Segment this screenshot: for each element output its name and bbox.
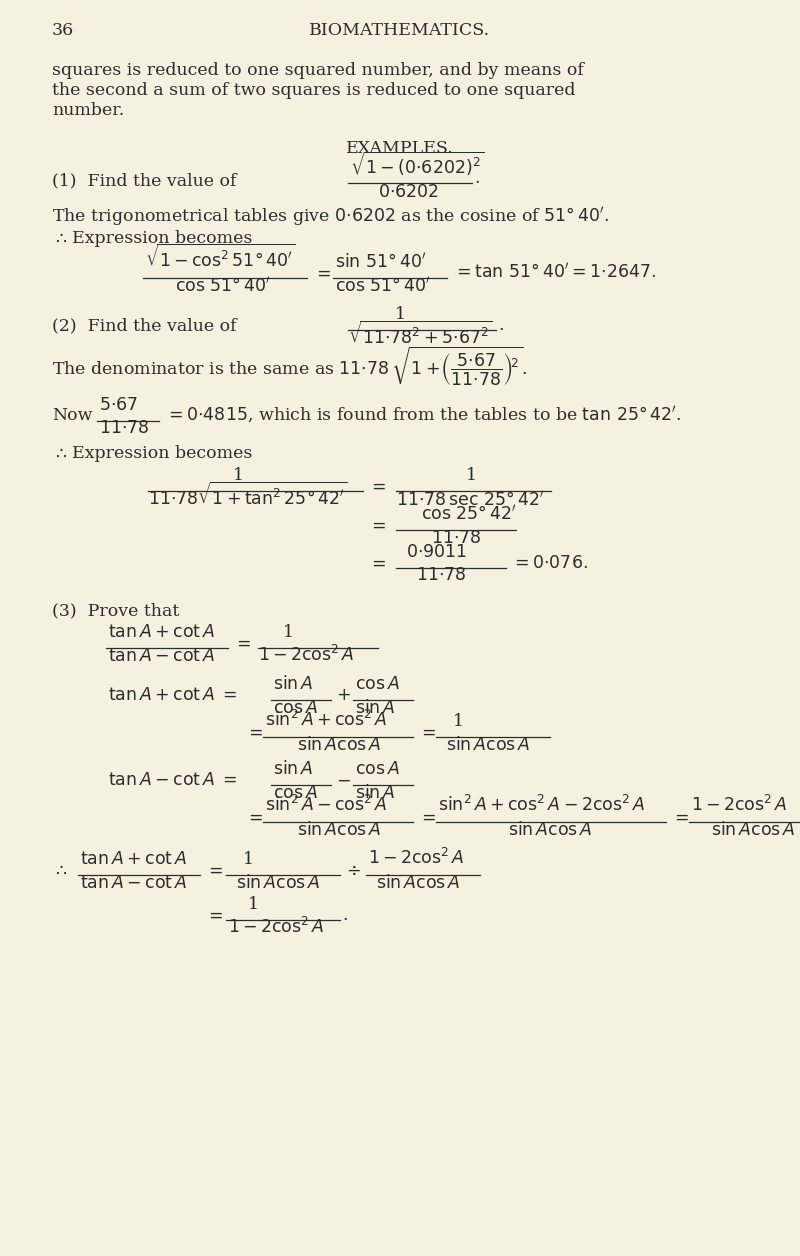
Text: $\sin A\cos A$: $\sin A\cos A$ bbox=[446, 736, 530, 754]
Text: $=$: $=$ bbox=[313, 265, 331, 283]
Text: $\sin A\cos A$: $\sin A\cos A$ bbox=[236, 874, 320, 892]
Text: $\sin A\cos A$: $\sin A\cos A$ bbox=[297, 821, 382, 839]
Text: 1: 1 bbox=[242, 852, 254, 868]
Text: $\sqrt{1-\cos^{2}51°\,40'}$: $\sqrt{1-\cos^{2}51°\,40'}$ bbox=[145, 244, 296, 271]
Text: the second a sum of two squares is reduced to one squared: the second a sum of two squares is reduc… bbox=[52, 82, 575, 99]
Text: $=$: $=$ bbox=[368, 517, 386, 534]
Text: $1-2\cos^{2}A$: $1-2\cos^{2}A$ bbox=[368, 848, 465, 868]
Text: $1-2\cos^{2}A$: $1-2\cos^{2}A$ bbox=[258, 644, 354, 664]
Text: $=$: $=$ bbox=[205, 862, 223, 879]
Text: $\sin A$: $\sin A$ bbox=[273, 760, 314, 777]
Text: $+$: $+$ bbox=[336, 687, 350, 705]
Text: $= 0{\cdot}076.$: $= 0{\cdot}076.$ bbox=[511, 555, 588, 571]
Text: The trigonometrical tables give $0{\cdot}6202$ as the cosine of $51°\,40'$.: The trigonometrical tables give $0{\cdot… bbox=[52, 206, 610, 229]
Text: $11{\cdot}78\sqrt{1+\tan^{2}25°\,42'}$: $11{\cdot}78\sqrt{1+\tan^{2}25°\,42'}$ bbox=[148, 481, 348, 509]
Text: .: . bbox=[342, 907, 347, 924]
Text: $11{\cdot}78$: $11{\cdot}78$ bbox=[416, 566, 466, 584]
Text: $11{\cdot}78$: $11{\cdot}78$ bbox=[431, 530, 482, 548]
Text: (1)  Find the value of: (1) Find the value of bbox=[52, 172, 237, 188]
Text: number.: number. bbox=[52, 102, 124, 119]
Text: 1: 1 bbox=[247, 896, 258, 913]
Text: $\tan A-\cot A\;=$: $\tan A-\cot A\;=$ bbox=[108, 772, 237, 789]
Text: $\therefore$: $\therefore$ bbox=[52, 445, 67, 462]
Text: $=$: $=$ bbox=[245, 809, 263, 826]
Text: $\tan A-\cot A$: $\tan A-\cot A$ bbox=[108, 648, 215, 664]
Text: $-$: $-$ bbox=[336, 772, 350, 789]
Text: $\sin A\cos A$: $\sin A\cos A$ bbox=[508, 821, 592, 839]
Text: $=$: $=$ bbox=[233, 636, 251, 652]
Text: $=$: $=$ bbox=[418, 723, 436, 741]
Text: $11{\cdot}78\,\sec\,25°\,42'$: $11{\cdot}78\,\sec\,25°\,42'$ bbox=[396, 490, 545, 509]
Text: 1: 1 bbox=[233, 467, 243, 484]
Text: $\therefore$: $\therefore$ bbox=[52, 230, 67, 247]
Text: $\sqrt{11{\cdot}78^{2}+5{\cdot}67^{2}}$: $\sqrt{11{\cdot}78^{2}+5{\cdot}67^{2}}$ bbox=[348, 320, 493, 348]
Text: .: . bbox=[498, 317, 503, 334]
Text: $\tan A+\cot A$: $\tan A+\cot A$ bbox=[80, 852, 187, 868]
Text: $\tan A-\cot A$: $\tan A-\cot A$ bbox=[80, 875, 187, 892]
Text: $\cos A$: $\cos A$ bbox=[355, 676, 400, 693]
Text: squares is reduced to one squared number, and by means of: squares is reduced to one squared number… bbox=[52, 62, 584, 79]
Text: $= \tan\,51°\,40' = 1{\cdot}2647.$: $= \tan\,51°\,40' = 1{\cdot}2647.$ bbox=[453, 263, 656, 283]
Text: 1: 1 bbox=[394, 306, 406, 323]
Text: $\sqrt{1-(0{\cdot}6202)^{2}}$: $\sqrt{1-(0{\cdot}6202)^{2}}$ bbox=[350, 149, 485, 178]
Text: $\tan A+\cot A$: $\tan A+\cot A$ bbox=[108, 624, 215, 641]
Text: $\sin A\cos A$: $\sin A\cos A$ bbox=[711, 821, 795, 839]
Text: $\cos A$: $\cos A$ bbox=[355, 761, 400, 777]
Text: $\sin A$: $\sin A$ bbox=[355, 784, 395, 803]
Text: $\cos A$: $\cos A$ bbox=[273, 700, 318, 717]
Text: $=$: $=$ bbox=[418, 809, 436, 826]
Text: 1: 1 bbox=[466, 467, 477, 484]
Text: The denominator is the same as $11{\cdot}78\,\sqrt{1+\!\left(\dfrac{5{\cdot}67}{: The denominator is the same as $11{\cdot… bbox=[52, 344, 527, 388]
Text: $=$: $=$ bbox=[368, 555, 386, 571]
Text: $= 0{\cdot}4815$, which is found from the tables to be $\tan\,25°\,42'$.: $= 0{\cdot}4815$, which is found from th… bbox=[165, 404, 682, 425]
Text: (3)  Prove that: (3) Prove that bbox=[52, 602, 179, 619]
Text: $=$: $=$ bbox=[368, 479, 386, 495]
Text: Expression becomes: Expression becomes bbox=[72, 445, 252, 462]
Text: $\cos A$: $\cos A$ bbox=[273, 785, 318, 803]
Text: BIOMATHEMATICS.: BIOMATHEMATICS. bbox=[310, 23, 490, 39]
Text: $0{\cdot}6202$: $0{\cdot}6202$ bbox=[378, 183, 439, 201]
Text: $1-2\cos^{2}A$: $1-2\cos^{2}A$ bbox=[691, 795, 787, 815]
Text: $\div$: $\div$ bbox=[346, 862, 361, 879]
Text: $\cos\,51°\,40'$: $\cos\,51°\,40'$ bbox=[175, 278, 271, 296]
Text: $\therefore$: $\therefore$ bbox=[52, 862, 67, 879]
Text: $\sin A\cos A$: $\sin A\cos A$ bbox=[376, 874, 460, 892]
Text: 1: 1 bbox=[453, 713, 463, 730]
Text: Now: Now bbox=[52, 407, 93, 425]
Text: 36: 36 bbox=[52, 23, 74, 39]
Text: $\sin A$: $\sin A$ bbox=[355, 700, 395, 717]
Text: $\sin A\cos A$: $\sin A\cos A$ bbox=[297, 736, 382, 754]
Text: $\sin\,51°\,40'$: $\sin\,51°\,40'$ bbox=[335, 252, 426, 271]
Text: 1: 1 bbox=[282, 624, 294, 641]
Text: $1-2\cos^{2}A$: $1-2\cos^{2}A$ bbox=[228, 917, 325, 937]
Text: $=$: $=$ bbox=[245, 723, 263, 741]
Text: $\sin^{2}A-\cos^{2}A$: $\sin^{2}A-\cos^{2}A$ bbox=[265, 795, 387, 815]
Text: $0{\cdot}9011$: $0{\cdot}9011$ bbox=[406, 544, 467, 561]
Text: $\cos\,25°\,42'$: $\cos\,25°\,42'$ bbox=[421, 504, 517, 522]
Text: $=$: $=$ bbox=[671, 809, 689, 826]
Text: $\cos\,51°\,40'$: $\cos\,51°\,40'$ bbox=[335, 278, 431, 296]
Text: $5{\cdot}67$: $5{\cdot}67$ bbox=[99, 397, 138, 414]
Text: $\sin A$: $\sin A$ bbox=[273, 674, 314, 693]
Text: Expression becomes: Expression becomes bbox=[72, 230, 252, 247]
Text: $\sin^{2}A+\cos^{2}A-2\cos^{2}A$: $\sin^{2}A+\cos^{2}A-2\cos^{2}A$ bbox=[438, 795, 646, 815]
Text: (2)  Find the value of: (2) Find the value of bbox=[52, 317, 237, 334]
Text: $\sin^{2}A+\cos^{2}A$: $\sin^{2}A+\cos^{2}A$ bbox=[265, 710, 387, 730]
Text: $=$: $=$ bbox=[205, 907, 223, 924]
Text: EXAMPLES.: EXAMPLES. bbox=[346, 139, 454, 157]
Text: $11{\cdot}78$: $11{\cdot}78$ bbox=[99, 420, 150, 437]
Text: $\tan A+\cot A\;=$: $\tan A+\cot A\;=$ bbox=[108, 687, 237, 705]
Text: .: . bbox=[474, 170, 479, 187]
